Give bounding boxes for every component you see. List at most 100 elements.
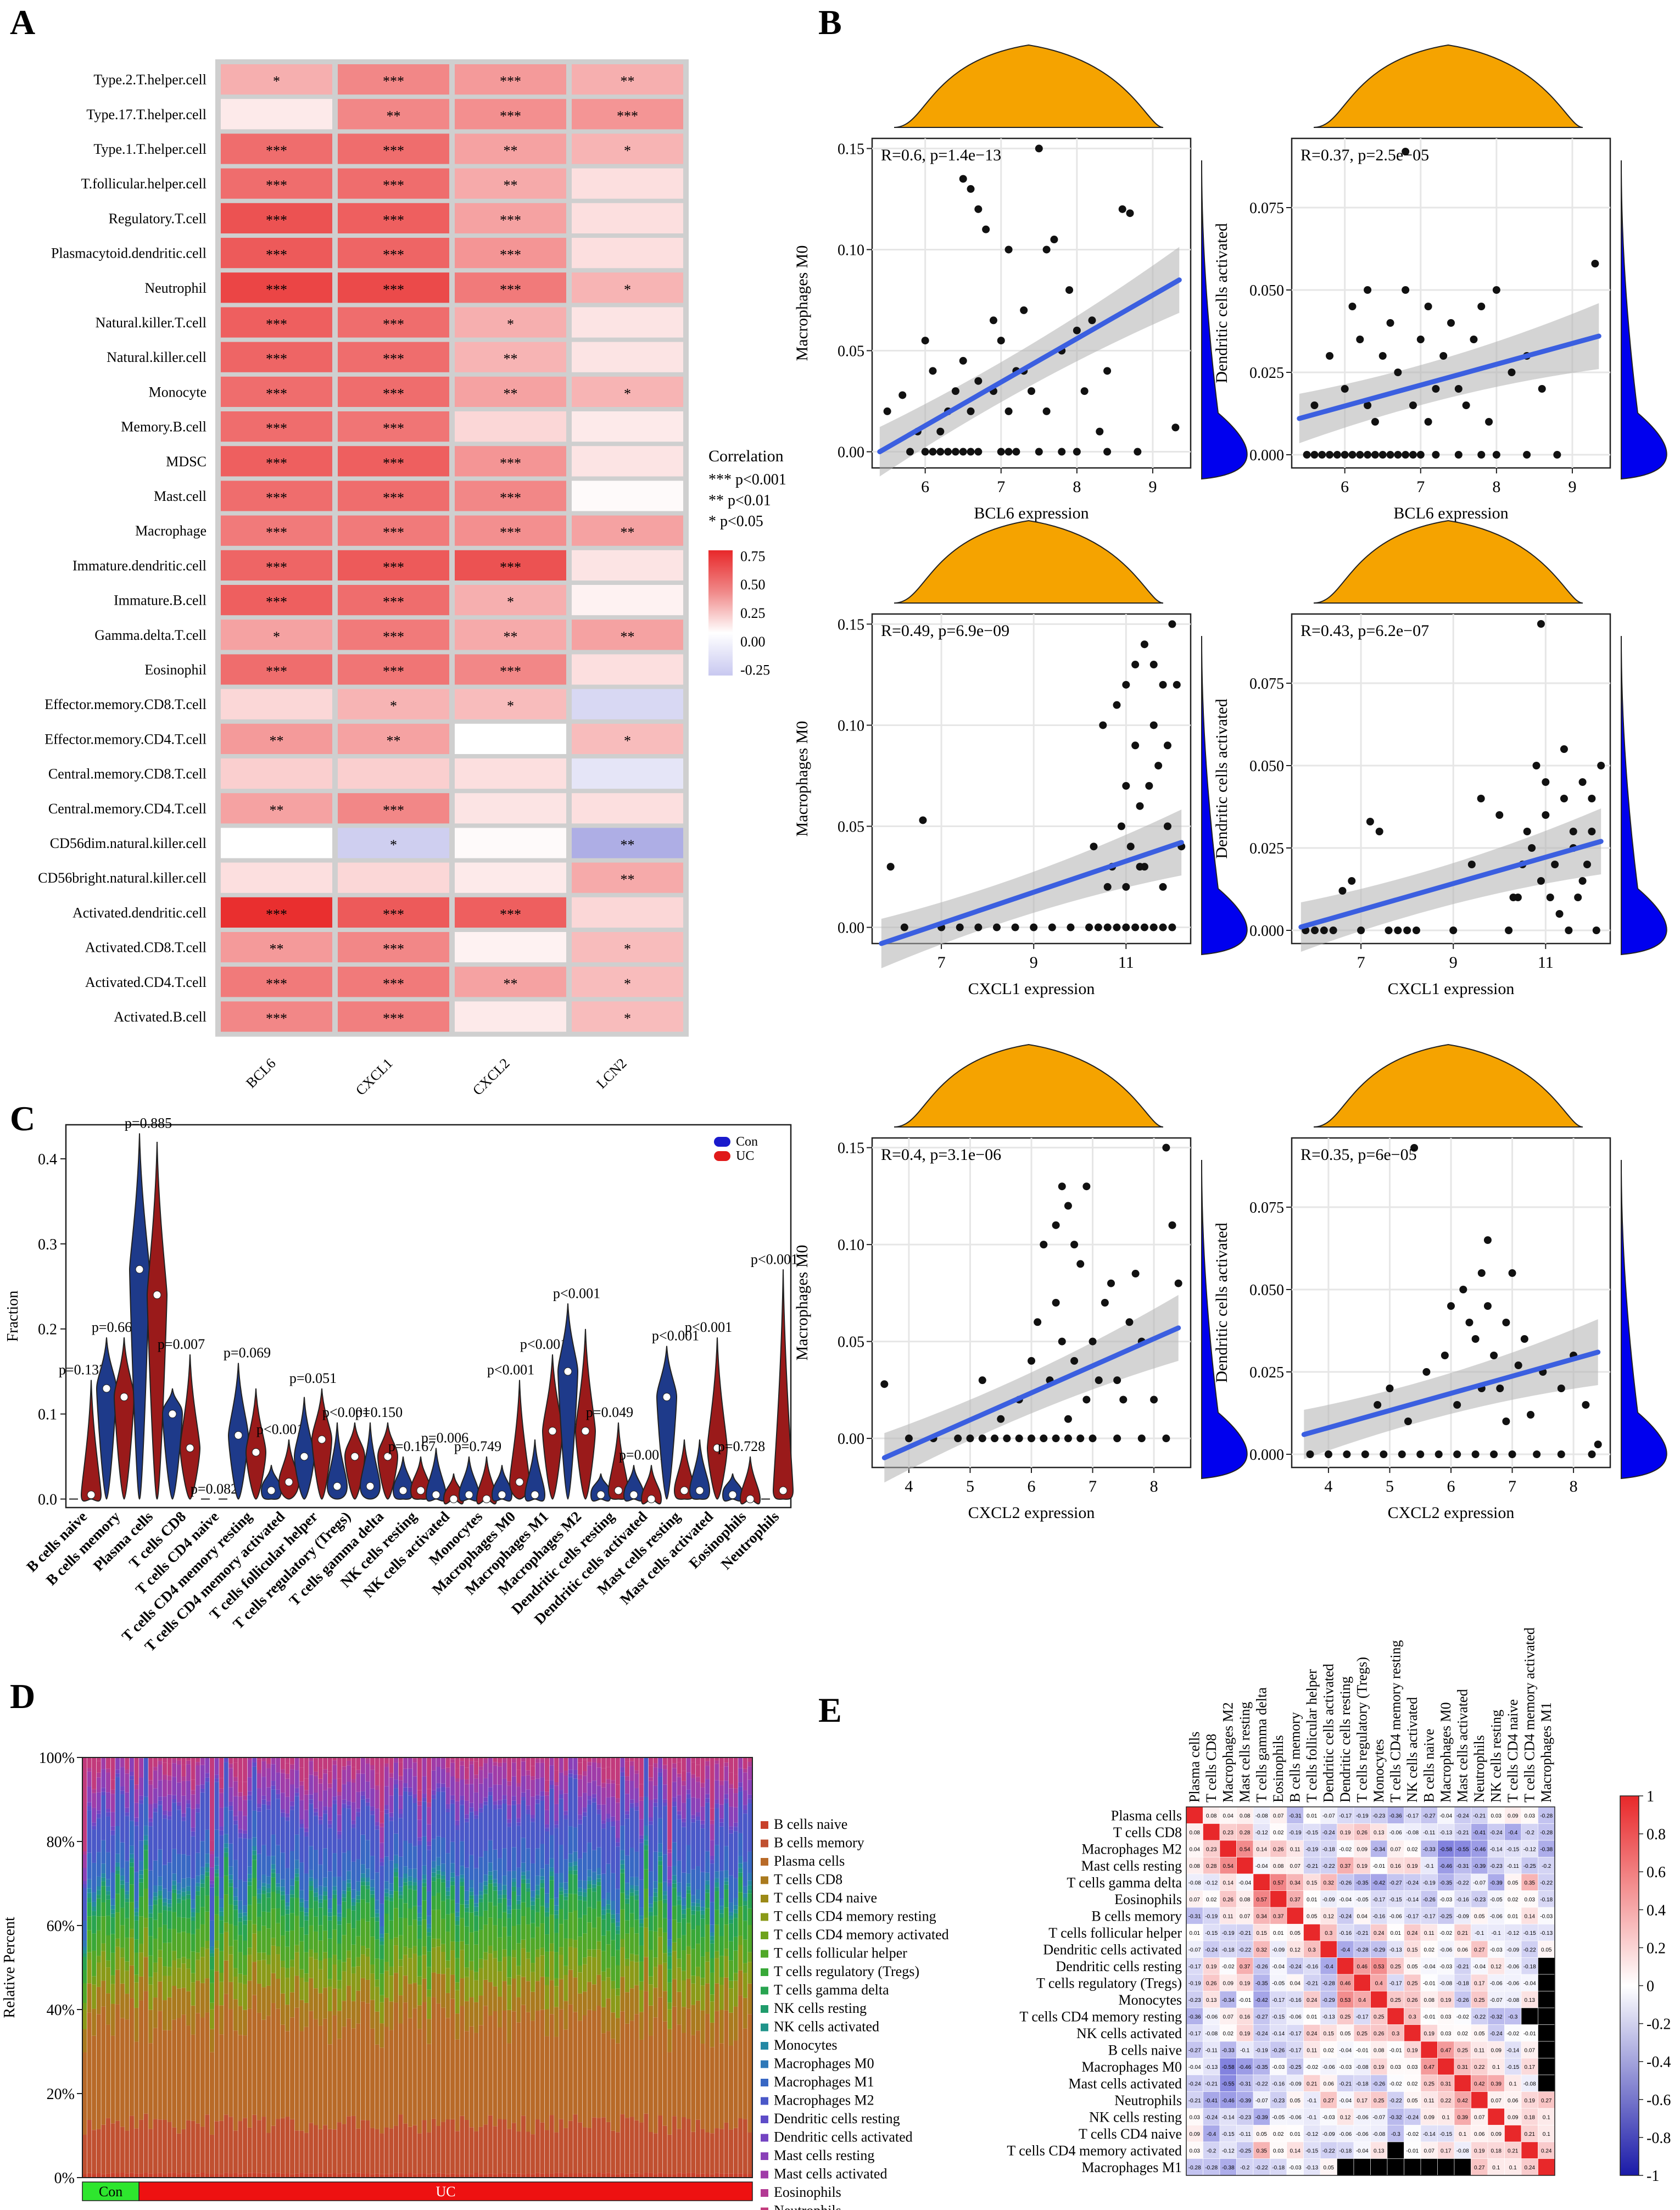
stacked-segment (606, 1977, 611, 1999)
stacked-segment (460, 2174, 465, 2178)
stacked-segment (412, 2125, 417, 2174)
stacked-segment (82, 2029, 87, 2052)
violin-median (87, 1491, 96, 1499)
stacked-segment (724, 1956, 729, 1978)
stacked-segment (163, 2030, 168, 2120)
data-point (1126, 209, 1134, 217)
stacked-segment (342, 1971, 347, 2001)
stacked-segment (101, 1980, 106, 2007)
matrix-cell (1219, 2091, 1237, 2109)
data-point (1004, 448, 1013, 456)
stacked-segment (191, 1934, 196, 1952)
stacked-segment (238, 2121, 243, 2174)
stacked-segment (370, 1890, 375, 1895)
stacked-segment (290, 1769, 295, 1785)
stacked-segment (266, 1856, 271, 1877)
stacked-segment (181, 2129, 186, 2173)
stacked-segment (644, 1840, 649, 1845)
matrix-value: -0.23 (1372, 1813, 1385, 1819)
stacked-segment (285, 2173, 290, 2178)
stacked-segment (549, 1943, 554, 1952)
data-point (1003, 1435, 1011, 1443)
stacked-segment (125, 1902, 130, 1918)
matrix-value: -0.4 (1207, 2131, 1216, 2138)
stacked-segment (639, 1819, 644, 1835)
legend-label: B cells memory (774, 1835, 864, 1851)
stacked-segment (148, 2043, 153, 2129)
matrix-value: 0.15 (1257, 1930, 1268, 1936)
stacked-segment (105, 1809, 110, 1812)
stacked-segment (256, 1807, 261, 1812)
stacked-segment (105, 1967, 110, 1994)
data-point (1583, 861, 1591, 868)
stacked-segment (644, 1845, 649, 1850)
stacked-segment (370, 2000, 375, 2029)
violin-shape (311, 1388, 333, 1500)
data-point (1343, 1450, 1351, 1458)
stacked-segment (695, 2000, 700, 2031)
stacked-segment (591, 1891, 596, 1909)
stacked-segment (591, 1794, 596, 1798)
y-tick-label: 0.10 (838, 242, 864, 259)
stacked-segment (82, 1950, 87, 1954)
stacked-segment (639, 1923, 644, 1927)
stacked-segment (139, 1758, 144, 1778)
data-point (1449, 927, 1458, 934)
data-point (1082, 1396, 1091, 1404)
stacked-segment (738, 1863, 743, 1868)
stacked-segment (422, 2173, 427, 2178)
stacked-segment (729, 1829, 734, 1834)
row-label: Macrophage (135, 523, 206, 539)
stacked-segment (563, 1966, 568, 1975)
stacked-segment (143, 2173, 148, 2178)
stacked-segment (238, 1922, 243, 1935)
stacked-segment (596, 1949, 601, 1975)
matrix-value: -0.04 (1255, 1863, 1268, 1869)
stacked-segment (129, 1867, 134, 1885)
stacked-segment (715, 1757, 719, 1761)
stacked-segment (440, 1863, 445, 1872)
significance-stars: * (273, 74, 280, 90)
matrix-cell (1236, 1840, 1254, 1857)
matrix-value: -0.02 (1389, 2081, 1402, 2087)
matrix-value: -0.39 (1473, 1863, 1486, 1869)
stacked-segment (158, 1913, 163, 1928)
stacked-segment (531, 1897, 535, 1901)
stacked-segment (120, 2018, 125, 2127)
stacked-segment (483, 1889, 488, 1894)
stacked-segment (266, 1928, 271, 1955)
stacked-segment (662, 1895, 667, 1900)
stacked-segment (219, 1793, 224, 1808)
matrix-value: 0.01 (1307, 1897, 1318, 1903)
stacked-segment (389, 1759, 394, 1773)
stacked-segment (544, 1903, 549, 1908)
matrix-value: NaN (1541, 2014, 1552, 2020)
data-point (951, 448, 959, 456)
stacked-segment (384, 1881, 389, 1889)
stacked-segment (290, 1885, 295, 1890)
stacked-segment (82, 1921, 87, 1940)
stacked-segment (176, 1958, 181, 1968)
matrix-value: 0.15 (1324, 2031, 1335, 2037)
matrix-cell (1487, 2058, 1505, 2075)
matrix-cell (1387, 1823, 1404, 1841)
stacked-segment (309, 1761, 314, 1775)
matrix-cell (1387, 1890, 1404, 1908)
stacked-segment (158, 1849, 163, 1877)
matrix-cell (1370, 1806, 1388, 1824)
stacked-segment (629, 2117, 634, 2174)
stacked-segment (611, 1956, 616, 1981)
stacked-segment (629, 1954, 634, 1961)
p-value-label: p<0.001 (520, 1336, 567, 1352)
stacked-segment (271, 1891, 276, 1909)
stacked-segment (715, 1951, 719, 1958)
stacked-segment (233, 1860, 238, 1888)
violin-median (234, 1431, 243, 1439)
confidence-band (1304, 1319, 1598, 1459)
stacked-segment (422, 1865, 427, 1875)
stacked-segment (606, 1779, 611, 1784)
stacked-segment (596, 1901, 601, 1917)
matrix-cell (1219, 1907, 1237, 1924)
matrix-value: 0.24 (1307, 2031, 1318, 2037)
matrix-value: -0.18 (1523, 1964, 1536, 1970)
